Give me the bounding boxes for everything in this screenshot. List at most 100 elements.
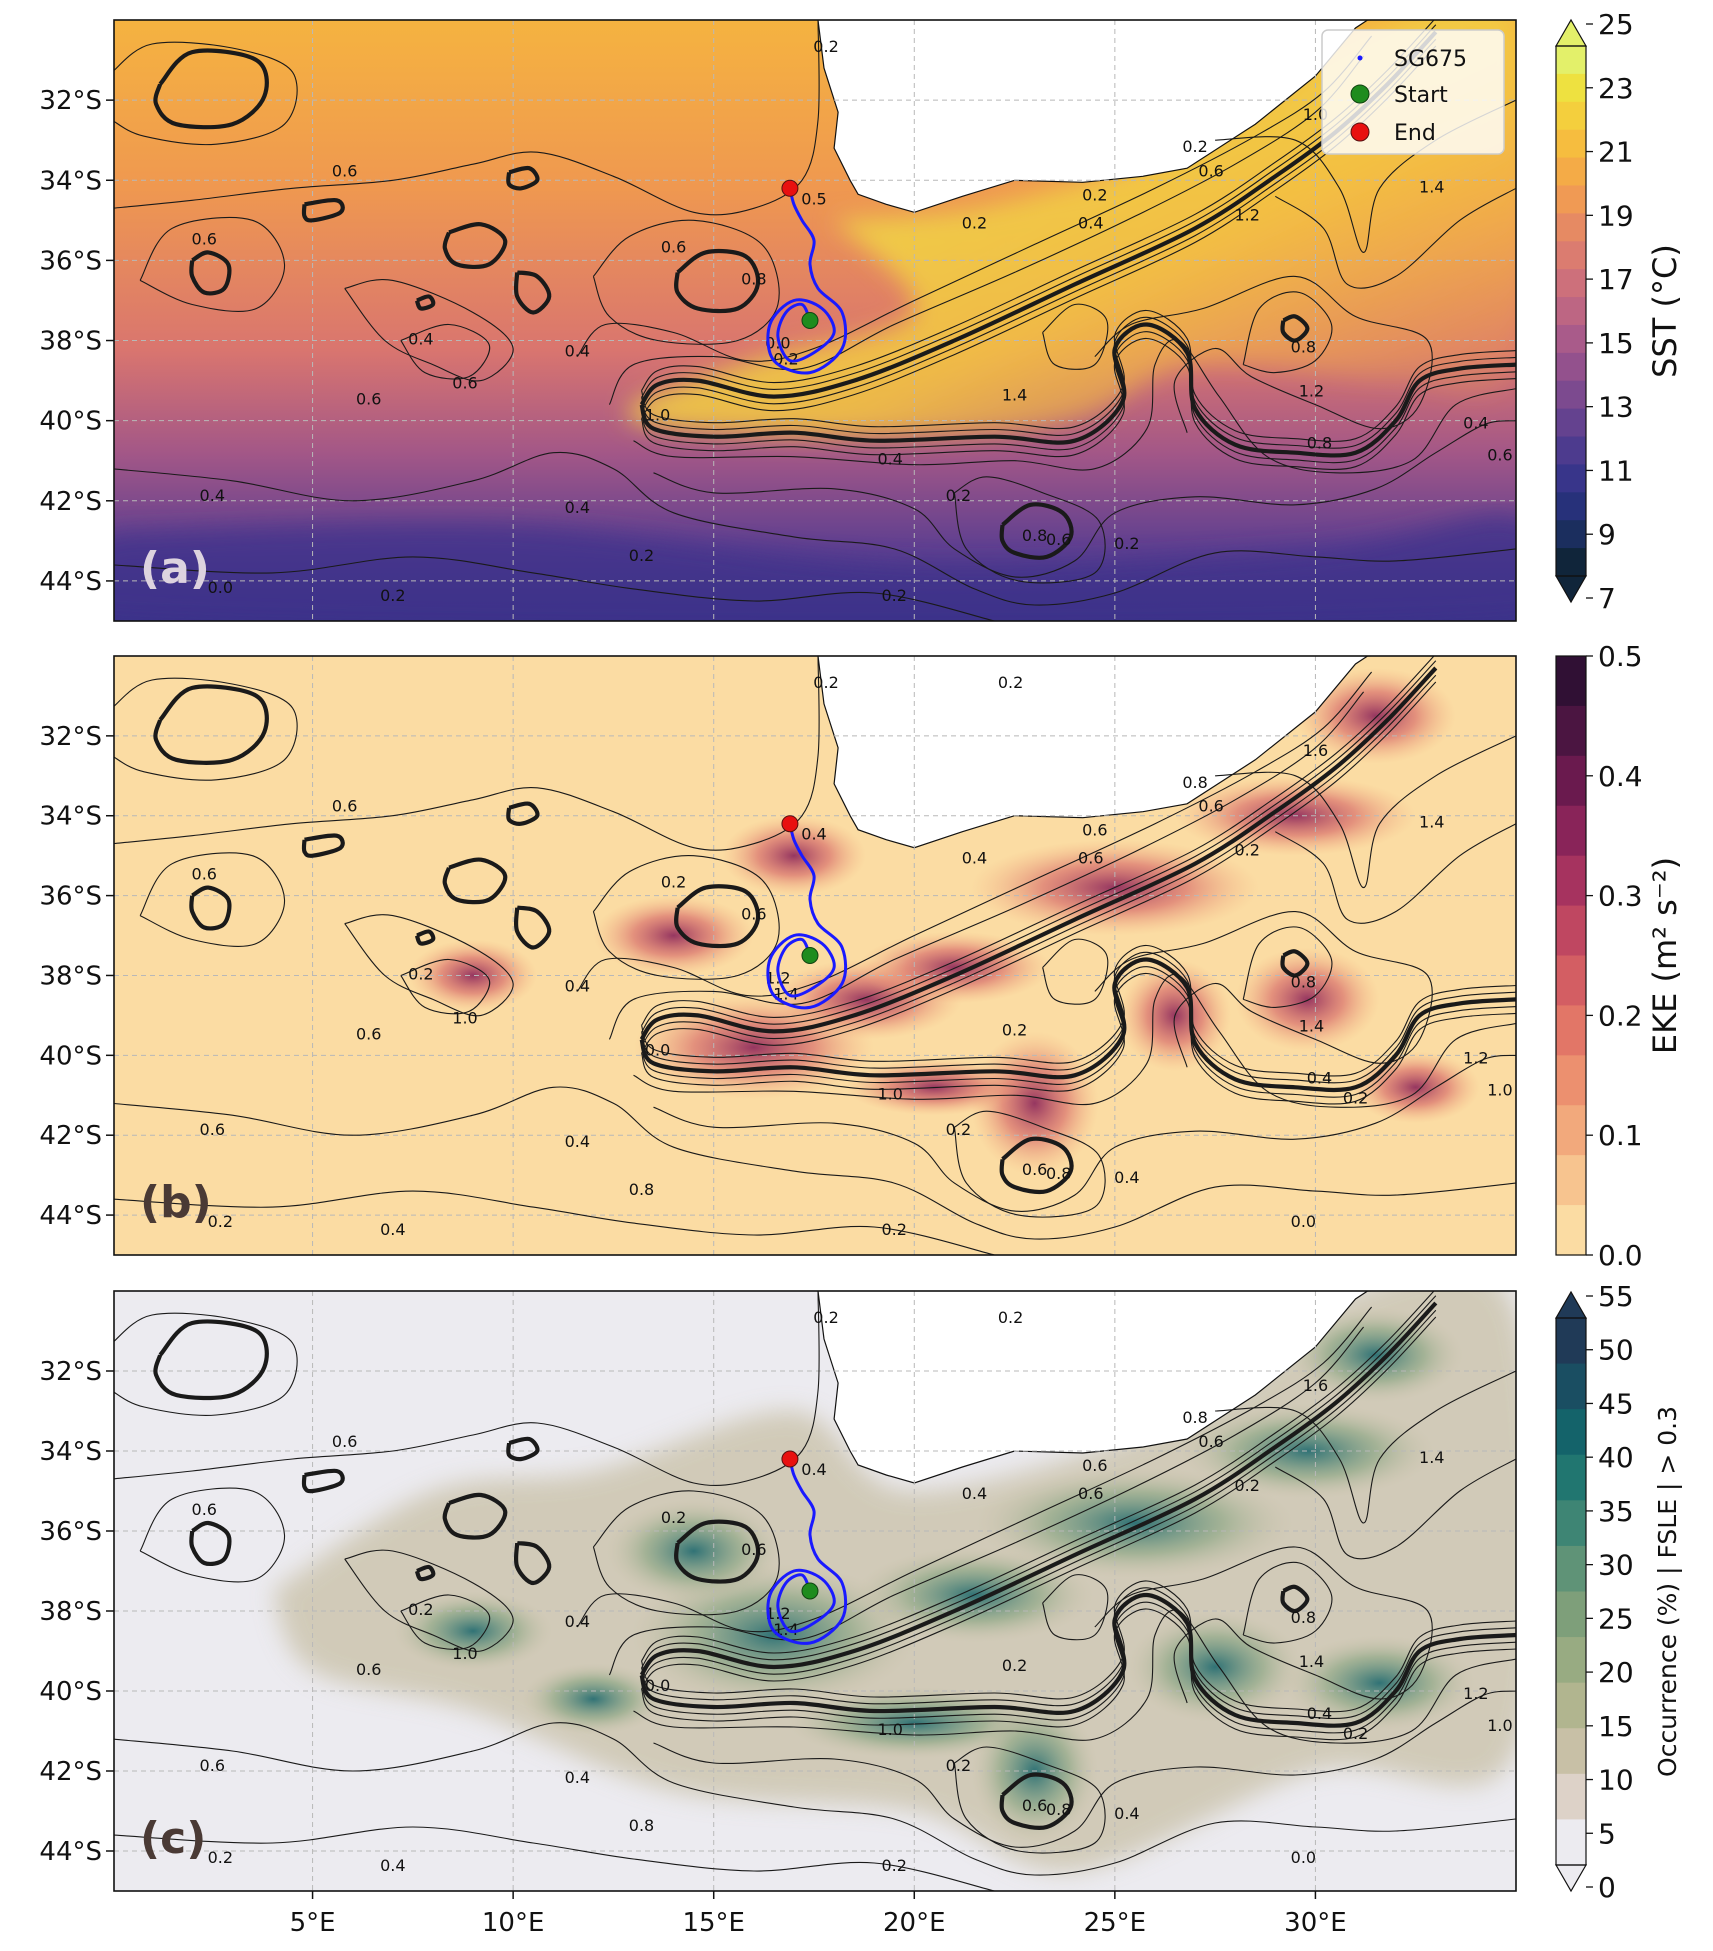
axes-frame xyxy=(113,655,1517,1256)
colorbar-extend-min xyxy=(1554,1864,1588,1893)
contour-label: 0.8 xyxy=(1182,1408,1207,1427)
colorbar-segment xyxy=(1556,157,1586,187)
contour-label: 0.8 xyxy=(741,269,766,288)
contour-label: 0.2 xyxy=(1182,137,1207,156)
contour-label: 0.4 xyxy=(565,498,590,517)
contour-label: 0.2 xyxy=(1114,534,1139,553)
contour-label: 0.2 xyxy=(380,586,405,605)
lat-tick-label: 38°S xyxy=(39,327,102,357)
colorbar-tick-label: 20 xyxy=(1598,1656,1634,1689)
colorbar-tick-label: 0.2 xyxy=(1598,999,1643,1032)
colorbar-segment xyxy=(1556,1545,1586,1593)
contour-label: 1.6 xyxy=(1303,1376,1328,1395)
contour-thin-16 xyxy=(1215,1370,1516,1524)
contour-label: 0.8 xyxy=(1022,526,1047,545)
contour-thin-17 xyxy=(1274,1458,1516,1560)
colorbar-segment xyxy=(1556,352,1586,382)
track-start-marker xyxy=(801,312,819,329)
contour-label: 0.8 xyxy=(1307,434,1332,453)
colorbar-outline xyxy=(1555,45,1587,577)
contour-thin-17 xyxy=(1274,187,1516,289)
contour-thin-3 xyxy=(344,914,514,1017)
contour-eddy-3 xyxy=(513,270,552,315)
colorbar-tick-label: 55 xyxy=(1598,1280,1634,1313)
panel-label: (b) xyxy=(140,1177,212,1228)
colorbar-tick-label: 40 xyxy=(1598,1441,1634,1474)
contour-label: 0.6 xyxy=(1078,849,1103,868)
contour-front-strand-0 xyxy=(641,656,1435,1026)
contour-label: 0.6 xyxy=(200,1120,225,1139)
contour-label: 0.4 xyxy=(565,342,590,361)
lat-tick-label: 36°S xyxy=(39,1517,102,1547)
contour-label: 0.0 xyxy=(1291,1848,1316,1867)
legend-start-label: Start xyxy=(1394,83,1448,108)
contour-eddy-7 xyxy=(999,502,1074,560)
contour-label: 0.6 xyxy=(452,374,477,393)
colorbar-segment xyxy=(1556,1105,1586,1156)
colorbar-segment xyxy=(1556,905,1586,957)
contour-thin-12 xyxy=(1094,911,1433,1068)
colorbar-segment xyxy=(1556,1363,1586,1410)
colorbar-segment xyxy=(1556,548,1586,577)
sg675-track-line xyxy=(766,1458,848,1645)
contour-label: 0.4 xyxy=(200,486,225,505)
contour-eddy-3 xyxy=(513,1540,552,1586)
contour-label: 0.4 xyxy=(565,1132,590,1151)
contour-eddy-0 xyxy=(153,684,269,765)
colorbar-tick-label: 21 xyxy=(1598,136,1634,169)
contour-label: 1.4 xyxy=(1299,1016,1324,1035)
contour-eddy-8 xyxy=(1280,314,1310,343)
contour-thin-6 xyxy=(576,35,1373,362)
colorbar-extend-max xyxy=(1554,1290,1588,1319)
contour-label: 0.6 xyxy=(1078,1484,1103,1503)
contour-eddy-1 xyxy=(189,250,232,296)
colorbar-label: EKE (m² s⁻²) xyxy=(1646,857,1684,1054)
contour-front-strand-1 xyxy=(641,660,1437,1033)
contour-labels: 0.20.60.60.50.60.80.2 0.40.20.20.61.01.21… xyxy=(192,37,1513,605)
contour-thin-4 xyxy=(400,958,491,1015)
lon-tick-label: 30°E xyxy=(1284,1908,1347,1938)
contour-label: 0.4 xyxy=(1114,1804,1139,1823)
legend-end-label: End xyxy=(1394,121,1436,146)
contour-label: 0.4 xyxy=(1307,1068,1332,1087)
contour-retro-strand-3 xyxy=(640,972,1516,1105)
colorbar-segment xyxy=(1556,380,1586,410)
colorbar-segment xyxy=(1556,520,1586,549)
contour-label: 0.2 xyxy=(1002,1020,1027,1039)
contour-label: 1.4 xyxy=(1419,1448,1444,1467)
contour-label: 1.2 xyxy=(1463,1048,1488,1067)
contour-thin-2 xyxy=(139,852,286,948)
contour-label: 0.2 xyxy=(946,1120,971,1139)
lat-tick-label: 34°S xyxy=(39,1437,102,1467)
contour-retro-strand-3 xyxy=(640,1608,1516,1741)
gridlines xyxy=(114,20,1516,621)
contour-label: 1.4 xyxy=(1419,813,1444,832)
contour-label: 0.0 xyxy=(1291,1212,1316,1231)
colorbar-segment xyxy=(1556,1773,1586,1821)
contour-thin-6 xyxy=(576,1306,1373,1633)
contour-label: 1.0 xyxy=(1487,1080,1512,1099)
lon-tick-label: 20°E xyxy=(883,1908,946,1938)
colorbar-segment xyxy=(1556,1637,1586,1684)
colorbar-segment xyxy=(1556,705,1586,757)
contour-front-strand-1 xyxy=(641,1295,1437,1669)
contour-label: 1.4 xyxy=(1419,177,1444,196)
contour-label: 0.2 xyxy=(1082,185,1107,204)
colorbar-segment xyxy=(1556,324,1586,354)
contour-eddy-8 xyxy=(1280,949,1310,978)
contour-eddy-7 xyxy=(999,1772,1074,1830)
contour-eddy-8 xyxy=(1280,1584,1310,1614)
contour-retroflection-thick xyxy=(639,957,1516,1093)
contour-thin-9 xyxy=(653,420,1516,578)
contour-label: 0.6 xyxy=(1082,1456,1107,1475)
latitude-tick-labels: 32°S 34°S 36°S 38°S 40°S 42°S 44°S 32°S 34°S 36°S… xyxy=(39,86,114,1867)
legend-end-marker xyxy=(1350,122,1370,142)
contour-thin-7 xyxy=(608,691,1365,1040)
contour-label: 0.4 xyxy=(801,1460,826,1479)
colorbar-tick-label: 5 xyxy=(1598,1817,1616,1850)
contour-thin-14 xyxy=(1042,938,1109,1005)
contour-eddy-5 xyxy=(301,833,345,858)
africa-land xyxy=(817,1291,1387,1484)
lat-tick-label: 42°S xyxy=(39,1121,102,1151)
contour-label: 0.2 xyxy=(998,673,1023,692)
